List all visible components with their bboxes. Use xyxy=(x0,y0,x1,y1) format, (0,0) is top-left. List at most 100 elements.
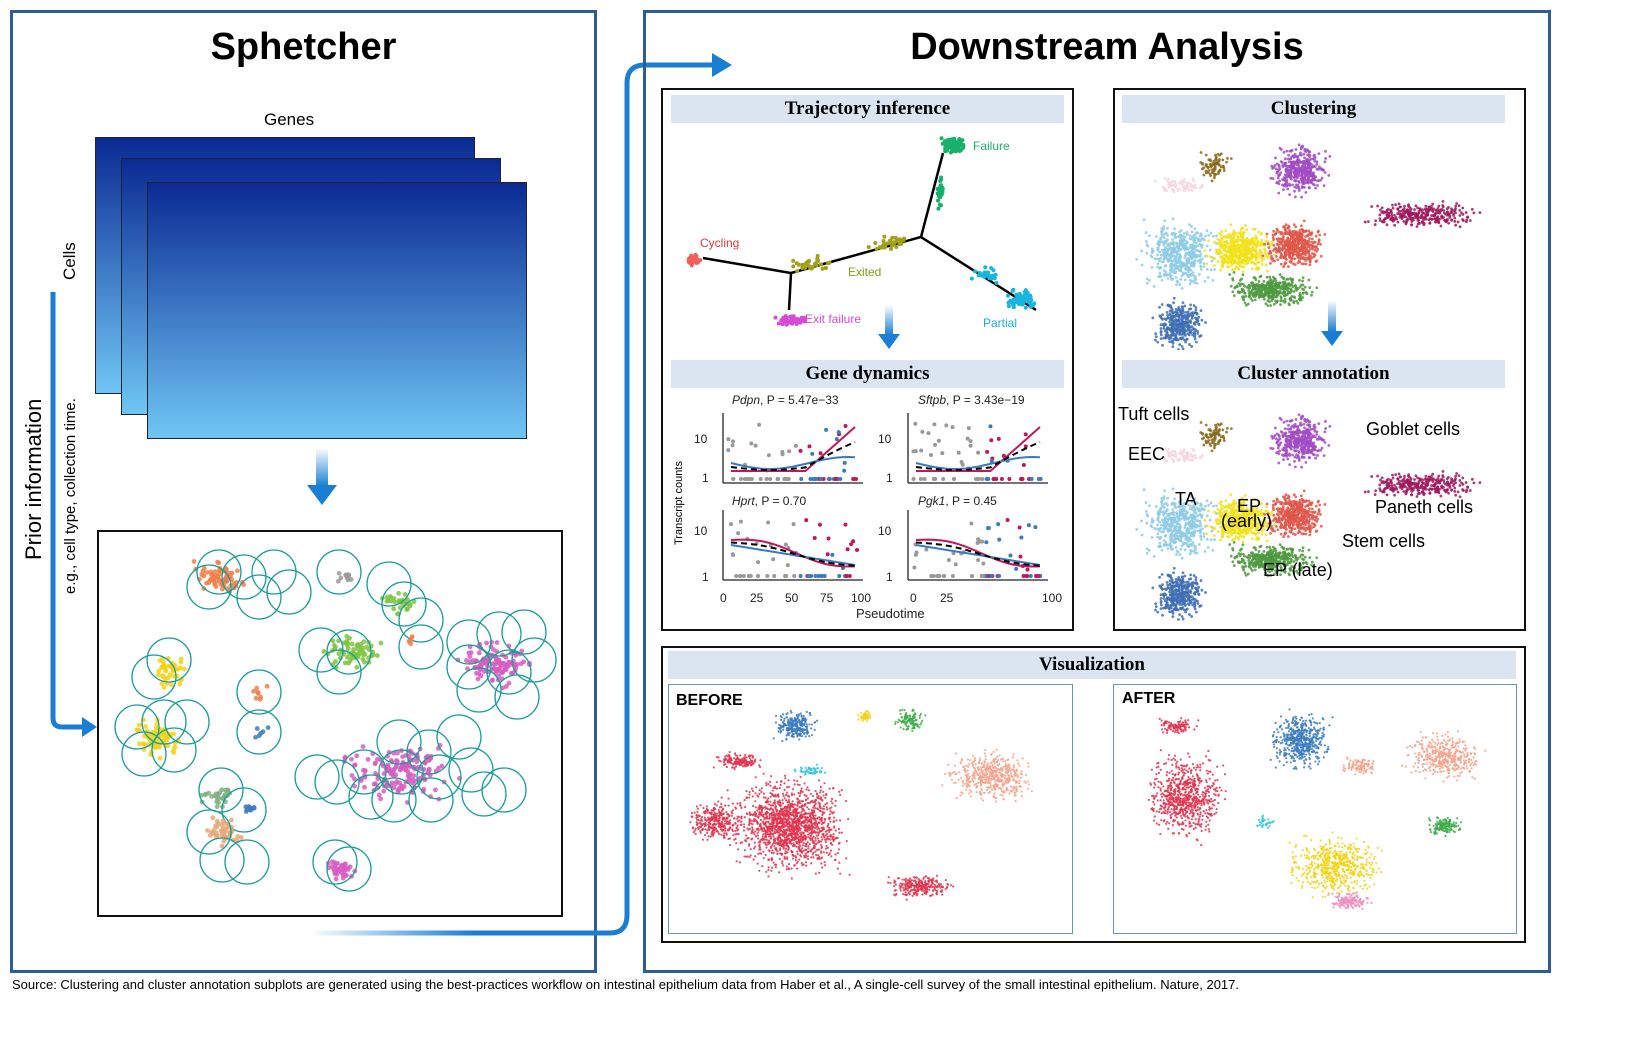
trajectory-cell xyxy=(901,238,906,243)
umap-cell xyxy=(1292,170,1296,173)
trajectory-cell xyxy=(881,238,886,243)
umap-cell xyxy=(1244,303,1248,307)
umap-cell xyxy=(1301,291,1305,295)
umap-cell xyxy=(1160,530,1164,534)
downstream-panel xyxy=(643,10,1551,973)
umap-cell xyxy=(1148,234,1151,238)
umap-cell xyxy=(1292,253,1296,256)
umap-cell xyxy=(1152,555,1156,558)
umap-cell xyxy=(1179,182,1183,186)
gene-cell xyxy=(838,477,843,481)
umap-cell xyxy=(1241,273,1245,277)
umap-cell xyxy=(1199,535,1203,539)
umap-cell xyxy=(1301,283,1305,287)
umap-cell xyxy=(1283,244,1286,248)
umap-cell xyxy=(1307,252,1311,256)
gene-cell xyxy=(837,574,842,578)
umap-cell xyxy=(1212,234,1215,238)
umap-cell xyxy=(1300,236,1304,240)
umap-cell xyxy=(1186,181,1189,185)
umap-cell xyxy=(1299,147,1303,151)
umap-cell xyxy=(1213,538,1216,541)
umap-cell xyxy=(1430,214,1433,217)
gene-cell xyxy=(976,537,981,542)
umap-cell xyxy=(1196,332,1200,335)
umap-cell xyxy=(1285,286,1289,290)
umap-cell xyxy=(1164,270,1168,274)
umap-cell xyxy=(1229,233,1233,237)
umap-cell xyxy=(1304,262,1308,266)
umap-cell xyxy=(1172,263,1176,267)
cluster-annotation-header: Cluster annotation xyxy=(1122,360,1505,388)
umap-cell xyxy=(1447,206,1450,209)
covering-sphere xyxy=(456,667,502,713)
data-point xyxy=(498,670,504,676)
data-point xyxy=(178,656,184,662)
umap-cell xyxy=(1159,330,1163,333)
umap-cell xyxy=(1297,189,1301,192)
umap-cell xyxy=(1145,281,1149,285)
umap-cell xyxy=(1185,251,1188,255)
umap-cell xyxy=(1174,314,1177,318)
umap-cell xyxy=(1276,181,1279,184)
umap-cell xyxy=(1176,326,1180,330)
umap-cell xyxy=(1287,245,1290,249)
umap-cell xyxy=(1277,247,1281,251)
umap-cell xyxy=(1169,334,1172,338)
data-point xyxy=(407,601,413,607)
gene-cell xyxy=(830,552,835,557)
umap-cell xyxy=(1192,179,1196,183)
data-point xyxy=(364,644,370,650)
umap-cell xyxy=(1184,541,1187,545)
trajectory-cell xyxy=(992,276,997,281)
umap-cell xyxy=(1431,202,1435,206)
umap-cell xyxy=(1386,207,1390,211)
gene-cell xyxy=(981,561,986,566)
umap-cell xyxy=(1380,206,1384,210)
umap-cell xyxy=(1453,219,1457,223)
clustering-umap xyxy=(1135,143,1482,350)
umap-cell xyxy=(1272,166,1276,169)
umap-cell xyxy=(1202,265,1206,268)
gene-cell xyxy=(847,574,852,578)
umap-cell xyxy=(1393,213,1396,217)
umap-cell xyxy=(1191,271,1195,274)
umap-cell xyxy=(1193,545,1197,548)
data-point xyxy=(215,559,220,565)
umap-cell xyxy=(1168,340,1171,344)
umap-cell xyxy=(1152,285,1156,288)
umap-cell xyxy=(1411,211,1415,215)
umap-cell xyxy=(1219,268,1223,272)
gene-cell xyxy=(951,477,956,481)
umap-cell xyxy=(1237,282,1241,285)
umap-cell xyxy=(1229,253,1232,257)
umap-cell xyxy=(1171,508,1175,512)
umap-cell xyxy=(1146,514,1150,518)
umap-cell xyxy=(1315,162,1319,166)
umap-cell xyxy=(1200,513,1204,517)
umap-cell xyxy=(1170,246,1174,250)
umap-cell xyxy=(1306,153,1310,157)
umap-cell xyxy=(1298,278,1301,282)
data-point xyxy=(468,650,474,656)
umap-cell xyxy=(1150,536,1154,539)
covering-sphere xyxy=(186,809,232,855)
umap-cell xyxy=(1271,177,1275,180)
umap-cell xyxy=(1179,277,1183,281)
trajectory-cell xyxy=(883,242,888,247)
covering-sphere xyxy=(312,839,358,885)
data-point xyxy=(214,804,220,810)
umap-cell xyxy=(1163,510,1167,513)
umap-cell xyxy=(1279,256,1283,260)
umap-cell xyxy=(1175,252,1179,256)
umap-cell xyxy=(1323,160,1327,164)
data-point xyxy=(362,659,367,665)
umap-cell xyxy=(1363,220,1367,224)
trajectory-label-failure: Failure xyxy=(973,139,1010,153)
umap-cell xyxy=(1193,551,1197,554)
umap-cell xyxy=(1289,277,1292,280)
umap-cell xyxy=(1395,217,1399,221)
trajectory-cell xyxy=(1006,304,1011,309)
trajectory-cell xyxy=(816,258,821,263)
umap-cell xyxy=(1147,549,1151,552)
